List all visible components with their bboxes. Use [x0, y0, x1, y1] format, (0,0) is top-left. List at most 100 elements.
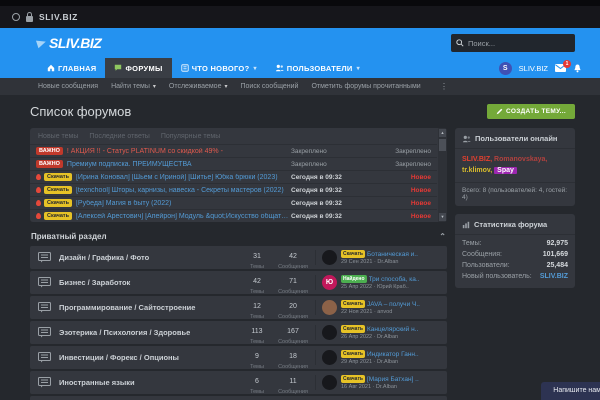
inbox-button[interactable]: 1 [555, 60, 571, 72]
last-post-title[interactable]: [Мария Батхан] .. [366, 375, 419, 383]
sidebar: Пользователи онлайн SLIV.BIZ, Romanovska… [455, 128, 575, 296]
home-icon [47, 64, 55, 72]
last-post-avatar[interactable] [322, 350, 337, 365]
nav-item-whats-new[interactable]: ЧТО НОВОГО? ▾ [172, 58, 266, 78]
forum-title[interactable]: Инвестиции / Форекс / Опционы [59, 353, 179, 362]
user-name[interactable]: SLIV.BIZ [518, 63, 548, 73]
download-badge: Скачать [341, 300, 365, 308]
last-post-meta: 22 Ноя 2021 · anvod [341, 309, 393, 315]
forum-title[interactable]: Бизнес / Заработок [59, 278, 131, 287]
scrollbar-thumb[interactable] [439, 139, 446, 151]
last-post-avatar[interactable]: Ю [322, 275, 337, 290]
address-url[interactable]: SLIV.BIZ [39, 12, 78, 22]
topic-row[interactable]: Скачать [Ирина Коновал] [Шьем с Ириной] … [30, 170, 437, 183]
online-user[interactable]: Romanovskaya, [494, 156, 548, 163]
forum-title[interactable]: Иностранные языки [59, 378, 135, 387]
topic-title[interactable]: Премиум подписка. ПРЕИМУЩЕСТВА [66, 160, 192, 168]
scroll-up-icon[interactable]: ▲ [439, 129, 446, 137]
user-avatar[interactable]: S [498, 61, 512, 75]
topic-row[interactable]: ВАЖНО Премиум подписка. ПРЕИМУЩЕСТВА Зак… [30, 157, 437, 170]
nav-label: ГЛАВНАЯ [58, 63, 97, 73]
topic-row[interactable]: ВАЖНО ! АКЦИЯ !! - Статус PLATINUM со ск… [30, 144, 437, 157]
stat-row: Пользователи: 25,484 [455, 260, 575, 271]
forum-row[interactable]: Программирование / Сайтостроение 12 Темы … [30, 296, 447, 320]
subnav-watched[interactable]: Отслеживаемое ▾ [169, 83, 228, 90]
users-icon [275, 64, 284, 72]
online-user[interactable]: Spay [494, 167, 517, 175]
nav-item-forums[interactable]: ФОРУМЫ [105, 58, 172, 78]
online-user[interactable]: SLIV.BIZ, [462, 156, 493, 163]
last-post-avatar[interactable] [322, 250, 337, 265]
page-content: Список форумов СОЗДАТЬ ТЕМУ... Новые тем… [0, 95, 600, 400]
last-post-title[interactable]: Канцелярский н.. [366, 325, 419, 333]
last-post-title[interactable]: JAVA – получи Ч.. [366, 300, 420, 308]
tab-popular-threads[interactable]: Популярные темы [160, 133, 221, 140]
collapse-icon[interactable]: ⌃ [439, 232, 446, 241]
forum-row[interactable]: Инвестиции / Форекс / Опционы 9 Темы 18 Со… [30, 346, 447, 370]
last-post-title[interactable]: Ботаническая и.. [366, 250, 418, 258]
topic-row[interactable]: Скачать [Алексей Арестович] [Апейрон] Мо… [30, 209, 437, 222]
last-post-avatar[interactable] [322, 300, 337, 315]
category-header: Приватный раздел ⌃ [31, 232, 446, 241]
subnav-search-posts[interactable]: Поиск сообщений [240, 83, 299, 90]
forum-row[interactable]: Бизнес / Заработок 42 Темы 71 Сообщения Ю … [30, 271, 447, 295]
nav-item-users[interactable]: ПОЛЬЗОВАТЕЛИ ▾ [266, 58, 369, 78]
important-badge: ВАЖНО [36, 160, 63, 168]
search-input[interactable] [468, 38, 570, 48]
nav-label: ФОРУМЫ [125, 63, 163, 73]
forum-title[interactable]: Дизайн / Графика / Фото [59, 253, 150, 262]
forum-topics-label: Темы [250, 364, 264, 370]
topic-title[interactable]: ! АКЦИЯ !! - Статус PLATINUM со скидкой … [66, 147, 223, 155]
browser-address-bar[interactable]: SLIV.BIZ [0, 6, 600, 28]
widget-scrollbar[interactable]: ▲ ▼ [438, 128, 447, 222]
last-post-title[interactable]: Три способа, ка.. [368, 275, 420, 283]
forum-messages-label: Сообщения [278, 314, 308, 320]
download-badge: Скачать [341, 325, 365, 333]
alerts-button[interactable] [573, 63, 582, 73]
site-logo[interactable]: SLIV.BIZ [35, 35, 102, 51]
site-info-icon[interactable] [12, 13, 20, 21]
topic-status: Новое [410, 199, 431, 207]
category-title: Приватный раздел [31, 232, 107, 241]
stat-value: 92,975 [546, 240, 568, 248]
lock-icon [26, 11, 33, 22]
topic-row[interactable]: Скачать [texnchool] Шторы, карнизы, наве… [30, 183, 437, 196]
forum-topics-count: 9 [255, 353, 259, 360]
subnav-new-posts[interactable]: Новые сообщения [38, 83, 99, 90]
last-post-meta: 29 Сен 2021 · Dr.Alban [341, 259, 399, 265]
forum-row[interactable]: SEO / SMM 24Темы 36Сообщения Скачать[Ude… [30, 396, 447, 400]
scroll-down-icon[interactable]: ▼ [439, 213, 446, 221]
forum-row[interactable]: Иностранные языки 6 Темы 11 Сообщения Скач… [30, 371, 447, 395]
hot-icon [36, 213, 41, 219]
chevron-down-icon: ▾ [356, 65, 360, 72]
forum-row[interactable]: Дизайн / Графика / Фото 31 Темы 42 Сообщен… [30, 246, 447, 270]
chat-widget-button[interactable]: Напишите нам [541, 382, 600, 400]
topic-info: Сегодня в 09:32 [291, 212, 342, 220]
stat-value: 25,484 [546, 262, 568, 270]
forum-messages-count: 42 [289, 253, 297, 260]
topic-title[interactable]: [Алексей Арестович] [Апейрон] Модуль &qu… [75, 212, 291, 220]
stat-row: Сообщения: 101,669 [455, 249, 575, 260]
forum-row[interactable]: Эзотерика / Психология / Здоровье 113 Тем… [30, 321, 447, 345]
topic-title[interactable]: [Ирина Коновал] [Шьем с Ириной] [Шитье] … [75, 173, 278, 181]
subnav-find-threads[interactable]: Найти темы ▾ [111, 83, 156, 90]
forum-title[interactable]: Программирование / Сайтостроение [59, 303, 196, 312]
last-post-title[interactable]: Индикатор Ганн.. [366, 350, 419, 358]
online-user[interactable]: tr.klimov, [462, 167, 493, 175]
forum-title[interactable]: Эзотерика / Психология / Здоровье [59, 328, 191, 337]
search-box[interactable] [451, 34, 575, 52]
nav-item-home[interactable]: ГЛАВНАЯ [38, 58, 105, 78]
newest-member-link[interactable]: SLIV.BIZ [539, 273, 568, 281]
topic-title[interactable]: [Рубеда] Магия в быту (2022) [75, 199, 172, 207]
tab-new-threads[interactable]: Новые темы [38, 133, 79, 140]
tab-latest-replies[interactable]: Последние ответы [89, 133, 150, 140]
last-post-avatar[interactable] [322, 375, 337, 390]
create-thread-button[interactable]: СОЗДАТЬ ТЕМУ... [487, 104, 575, 119]
forum-icon [38, 327, 51, 338]
topic-row[interactable]: Скачать [Рубеда] Магия в быту (2022) Сег… [30, 196, 437, 209]
last-post-avatar[interactable] [322, 325, 337, 340]
more-options-icon[interactable]: ⋮ [440, 82, 448, 91]
stat-value: 101,669 [542, 251, 568, 259]
subnav-mark-read[interactable]: Отметить форумы прочитанными [311, 83, 421, 90]
topic-title[interactable]: [texnchool] Шторы, карнизы, навеска - Се… [75, 186, 284, 194]
